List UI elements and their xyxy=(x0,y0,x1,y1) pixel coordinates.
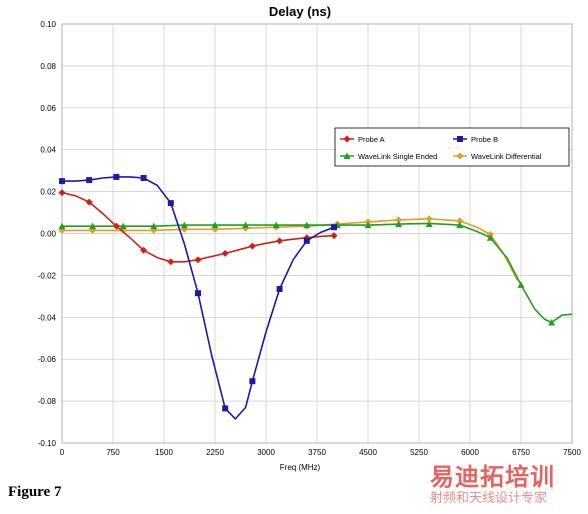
x-tick-labels: 0 750 1500 2250 3000 3750 4500 5250 6000 6750 7500 xyxy=(60,448,582,457)
y-tick-label: 0.02 xyxy=(40,188,56,197)
data-point-probe-b xyxy=(249,378,256,385)
data-point-wavelink-single-ended xyxy=(486,234,494,241)
y-tick-label: -0.02 xyxy=(38,271,57,280)
data-point-wavelink-single-ended xyxy=(548,319,556,326)
data-point-wavelink-single-ended xyxy=(150,222,158,230)
legend-label-probe-b: Probe B xyxy=(471,135,498,144)
data-point-probe-b xyxy=(86,177,93,184)
data-point-probe-a xyxy=(140,246,148,254)
series-layer xyxy=(58,173,573,420)
y-tick-label: 0.06 xyxy=(40,104,56,113)
data-point-probe-b xyxy=(113,173,120,180)
x-tick-label: 7500 xyxy=(563,448,581,457)
data-point-wavelink-single-ended xyxy=(272,221,280,229)
y-tick-label: -0.06 xyxy=(38,355,57,364)
data-point-wavelink-single-ended xyxy=(517,281,525,288)
data-point-probe-b xyxy=(59,178,65,185)
data-point-wavelink-differential xyxy=(456,217,464,225)
legend-marker-probe-a xyxy=(343,135,351,143)
series-line-probe-b xyxy=(62,176,335,420)
y-tick-label: -0.04 xyxy=(38,313,57,322)
y-tick-label: -0.10 xyxy=(38,439,57,448)
data-point-wavelink-single-ended xyxy=(303,221,311,229)
data-point-wavelink-single-ended xyxy=(456,221,464,229)
grid xyxy=(61,23,573,444)
data-point-wavelink-single-ended xyxy=(364,221,372,229)
y-tick-label: 0.08 xyxy=(40,62,56,71)
legend-label-wavelink-single-ended: WaveLink Single Ended xyxy=(358,152,437,161)
x-axis-title: Freq (MHz) xyxy=(280,463,321,472)
data-point-probe-a xyxy=(276,237,284,245)
chart-title: Delay (ns) xyxy=(269,4,331,19)
data-point-probe-a xyxy=(167,258,175,266)
data-point-wavelink-single-ended xyxy=(119,222,127,230)
series-probe-b xyxy=(59,173,337,420)
legend-label-probe-a: Probe A xyxy=(358,135,385,144)
data-point-probe-b xyxy=(222,405,229,412)
data-point-probe-b xyxy=(167,200,174,207)
x-tick-label: 1500 xyxy=(155,448,173,457)
x-tick-label: 4500 xyxy=(359,448,377,457)
x-tick-label: 3000 xyxy=(257,448,275,457)
series-wavelink-single-ended xyxy=(58,220,573,326)
data-point-wavelink-single-ended xyxy=(180,221,188,229)
y-tick-label: 0.04 xyxy=(40,146,56,155)
data-point-probe-a xyxy=(112,222,120,230)
x-tick-label: 750 xyxy=(106,448,120,457)
figure-caption: Figure 7 xyxy=(8,484,62,500)
data-point-probe-a xyxy=(85,198,93,206)
legend-marker-wavelink-differential xyxy=(456,152,464,160)
x-tick-label: 6750 xyxy=(512,448,530,457)
data-point-probe-a xyxy=(58,189,66,197)
watermark-subtitle: 射频和天线设计专家 xyxy=(430,491,548,506)
data-point-probe-b xyxy=(195,290,201,297)
data-point-wavelink-single-ended xyxy=(211,221,219,229)
watermark-logo-text: 易迪拓培训 xyxy=(430,463,555,491)
y-tick-label: -0.08 xyxy=(38,397,57,406)
x-tick-label: 3750 xyxy=(308,448,326,457)
data-point-wavelink-differential xyxy=(395,216,403,224)
legend-marker-probe-b xyxy=(457,136,463,142)
data-point-wavelink-single-ended xyxy=(395,220,403,228)
data-point-probe-b xyxy=(276,286,283,293)
legend-label-wavelink-differential: WaveLink Differential xyxy=(471,152,542,161)
data-point-probe-a xyxy=(194,256,202,264)
legend: Probe A Probe B WaveLink Single Ended WaveL… xyxy=(334,127,570,167)
data-point-probe-b xyxy=(303,237,310,244)
data-point-probe-b xyxy=(140,174,147,181)
y-tick-labels: -0.10 -0.08 -0.06 -0.04 -0.02 0.00 0.02 0.04 0.0… xyxy=(38,20,57,448)
data-point-probe-a xyxy=(330,232,338,240)
x-tick-label: 5250 xyxy=(410,448,428,457)
data-point-wavelink-single-ended xyxy=(242,221,250,229)
x-tick-label: 2250 xyxy=(206,448,224,457)
y-tick-label: 0.10 xyxy=(40,20,56,29)
x-tick-label: 0 xyxy=(60,448,65,457)
legend-marker-wavelink-single-ended xyxy=(343,152,351,159)
data-point-probe-a xyxy=(221,249,229,257)
legend-box xyxy=(334,127,570,167)
data-point-wavelink-single-ended xyxy=(58,222,66,230)
data-point-wavelink-single-ended xyxy=(89,222,97,230)
data-point-probe-b xyxy=(331,224,337,231)
x-tick-label: 6000 xyxy=(461,448,479,457)
y-tick-label: 0.00 xyxy=(40,230,56,239)
data-point-wavelink-differential xyxy=(425,215,433,223)
data-point-wavelink-single-ended xyxy=(425,220,433,228)
data-point-probe-a xyxy=(248,242,256,250)
